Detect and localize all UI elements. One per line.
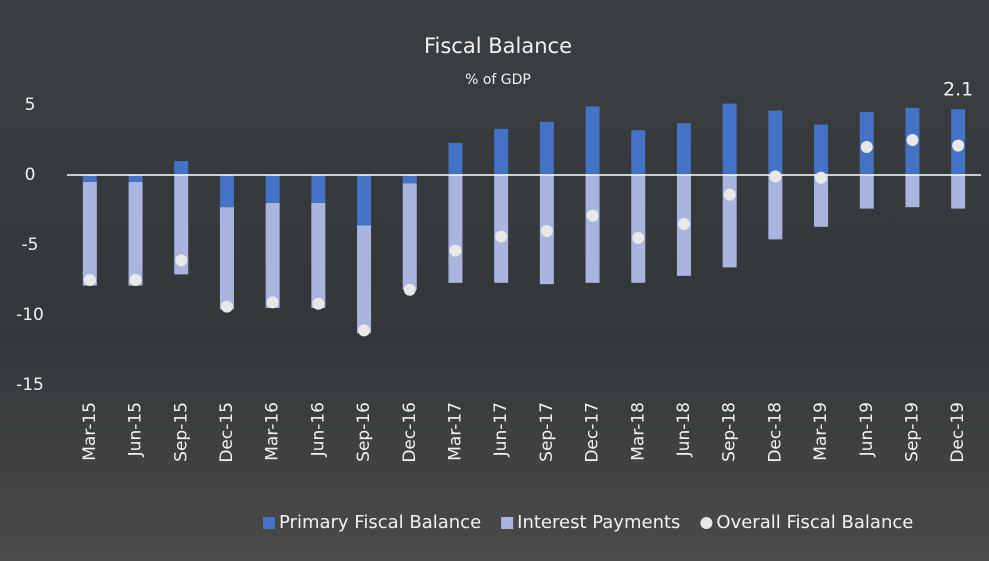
x-tick-label: Jun-15 — [126, 402, 146, 457]
bar — [814, 124, 829, 175]
point — [677, 218, 690, 230]
bar — [676, 123, 691, 175]
point — [83, 274, 96, 286]
bar — [311, 203, 326, 308]
bar — [951, 175, 966, 209]
point — [495, 230, 508, 243]
bar — [494, 128, 509, 175]
y-tick-label: -10 — [16, 305, 44, 325]
bar — [219, 175, 234, 208]
point — [586, 209, 599, 222]
legend-label: Interest Payments — [517, 512, 680, 533]
y-tick-label: 5 — [25, 95, 36, 115]
bar — [174, 161, 189, 175]
bar — [905, 175, 920, 208]
bar — [768, 110, 783, 175]
bar — [402, 175, 417, 184]
point — [723, 188, 736, 201]
bar — [402, 183, 417, 290]
point — [266, 296, 279, 309]
bar — [631, 130, 646, 175]
point — [175, 254, 188, 267]
bar — [265, 175, 280, 203]
point — [449, 244, 462, 257]
bar — [585, 106, 600, 175]
bar — [128, 182, 143, 286]
x-tick-label: Dec-15 — [217, 402, 237, 463]
x-tick-label: Jun-17 — [491, 402, 511, 457]
bar — [357, 175, 372, 226]
x-tick-label: Dec-17 — [583, 402, 603, 463]
bar — [494, 175, 509, 283]
x-tick-label: Dec-18 — [765, 402, 785, 463]
legend-swatch — [263, 517, 275, 529]
x-tick-label: Sep-18 — [720, 402, 740, 462]
legend-swatch — [700, 517, 713, 529]
point — [906, 134, 919, 146]
x-tick-label: Mar-18 — [628, 402, 648, 461]
y-tick-label: 0 — [25, 165, 36, 185]
legend-label: Overall Fiscal Balance — [716, 512, 913, 533]
y-tick-label: -5 — [22, 235, 39, 255]
x-tick-label: Sep-19 — [902, 402, 922, 462]
point — [129, 274, 142, 286]
bar — [219, 207, 234, 310]
point — [769, 170, 782, 183]
bar — [82, 175, 97, 182]
bar — [539, 121, 554, 175]
bar — [128, 175, 143, 182]
x-tick-label: Mar-15 — [80, 402, 100, 461]
x-tick-label: Dec-16 — [400, 402, 420, 463]
bar — [814, 175, 829, 227]
x-tick-label: Mar-19 — [811, 402, 831, 461]
x-tick-label: Jun-19 — [857, 402, 877, 457]
bar — [448, 142, 463, 175]
chart-title: Fiscal Balance — [424, 34, 572, 58]
data-label: 2.1 — [943, 79, 973, 101]
point — [220, 300, 233, 313]
x-tick-label: Sep-17 — [537, 402, 557, 462]
x-tick-label: Jun-16 — [308, 402, 328, 457]
point — [860, 141, 873, 153]
bar — [585, 175, 600, 283]
x-tick-label: Mar-16 — [263, 402, 283, 461]
point — [540, 225, 553, 237]
bar — [859, 175, 874, 209]
bar — [82, 182, 97, 286]
point — [403, 283, 416, 296]
bar — [631, 175, 646, 283]
legend-label: Primary Fiscal Balance — [279, 512, 481, 533]
bar — [722, 103, 737, 175]
y-tick-label: -15 — [16, 375, 44, 395]
x-tick-label: Jun-18 — [674, 402, 694, 457]
chart-subtitle: % of GDP — [465, 72, 531, 88]
bar — [768, 175, 783, 240]
x-tick-label: Mar-17 — [445, 402, 465, 461]
point — [632, 232, 645, 244]
point — [312, 297, 325, 310]
bar — [448, 175, 463, 283]
x-tick-label: Sep-15 — [171, 402, 191, 462]
bar — [357, 225, 372, 334]
bar — [265, 203, 280, 308]
point — [358, 324, 371, 337]
x-tick-label: Dec-19 — [948, 402, 968, 463]
point — [952, 139, 965, 152]
bar — [311, 175, 326, 203]
x-tick-label: Sep-16 — [354, 402, 374, 462]
bar — [174, 175, 189, 275]
point — [815, 171, 828, 184]
legend-swatch — [501, 517, 514, 529]
